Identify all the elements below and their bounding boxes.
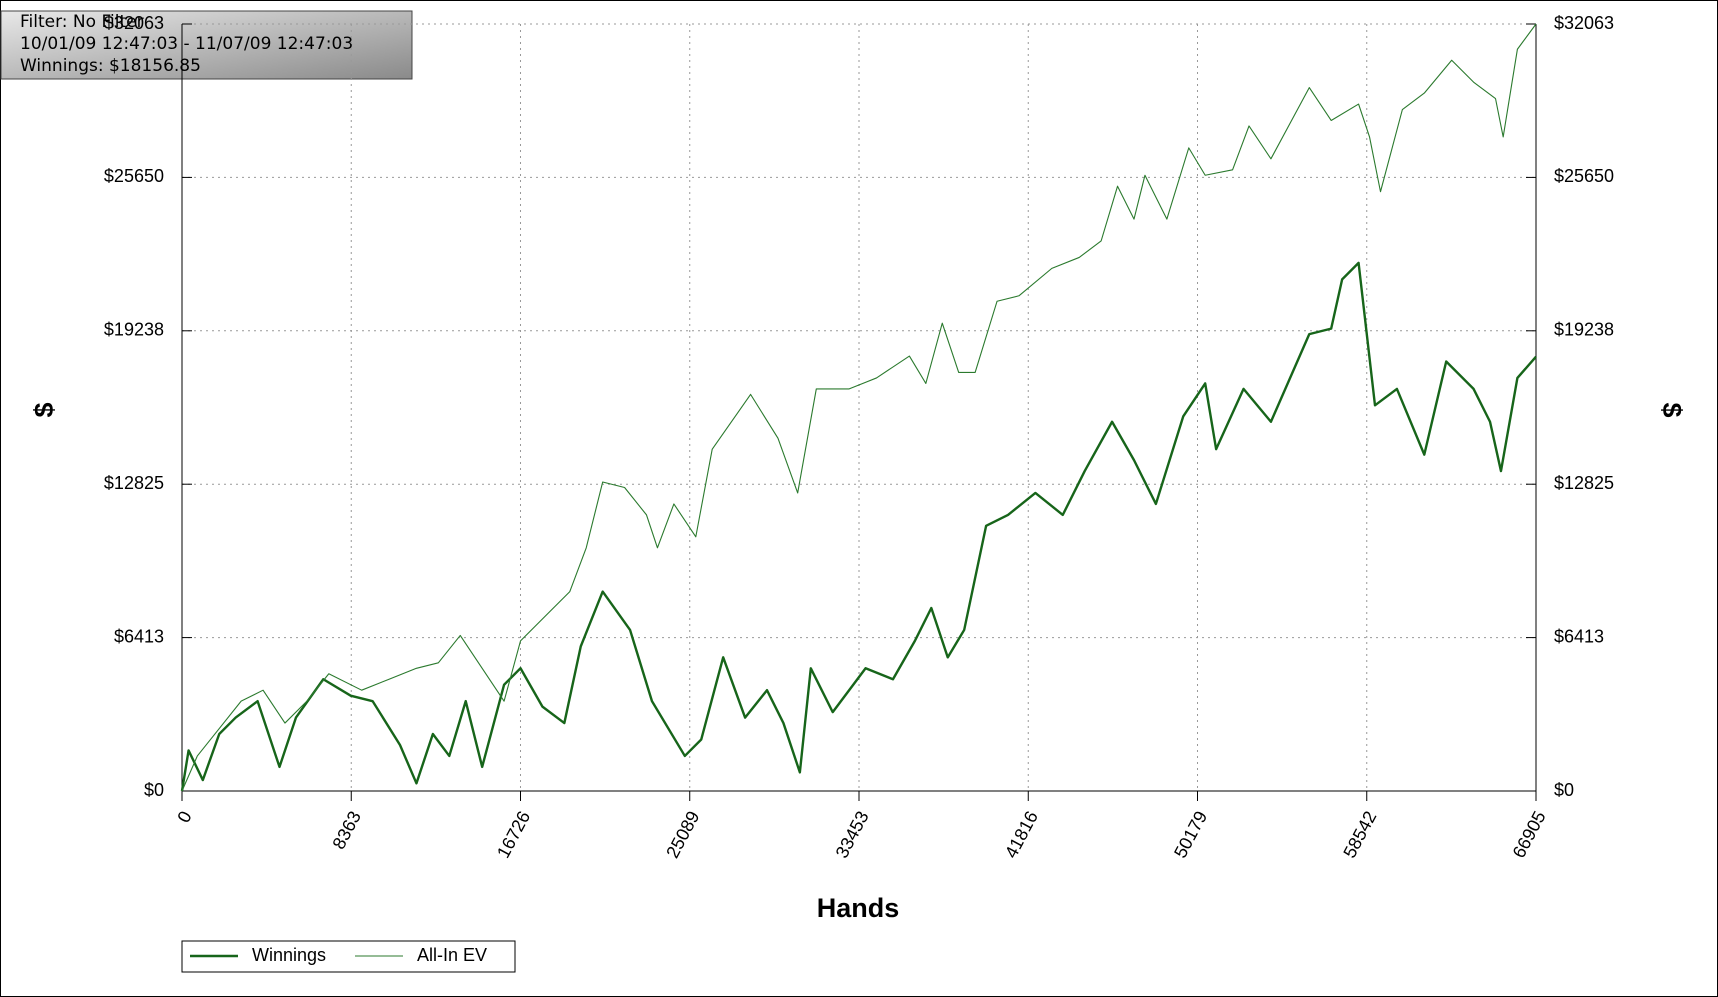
legend-label: Winnings <box>252 945 326 965</box>
y-tick-label: $6413 <box>114 626 164 646</box>
y-tick-label: $19238 <box>104 320 164 340</box>
x-axis-label: Hands <box>817 893 900 923</box>
series-line <box>181 23 1537 792</box>
info-dates: 10/01/09 12:47:03 - 11/07/09 12:47:03 <box>20 34 353 54</box>
y2-tick-label: $32063 <box>1554 13 1614 33</box>
info-box <box>0 10 413 80</box>
legend-label: All-In EV <box>417 945 487 965</box>
y2-tick-label: $6413 <box>1554 626 1604 646</box>
y2-axis-label: $ <box>1657 402 1687 417</box>
y2-tick-label: $19238 <box>1554 320 1614 340</box>
y-tick-label: $12825 <box>104 473 164 493</box>
y-tick-label: $0 <box>144 780 164 800</box>
y2-tick-label: $0 <box>1554 780 1574 800</box>
series-line <box>180 261 1537 792</box>
y2-tick-label: $12825 <box>1554 473 1614 493</box>
legend <box>181 940 516 973</box>
y-tick-label: $25650 <box>104 166 164 186</box>
info-winnings: Winnings: $18156.85 <box>20 56 201 76</box>
y-axis-label: $ <box>29 402 59 417</box>
y-tick-label: $32063 <box>104 13 164 33</box>
info-filter: Filter: No Filter <box>20 12 144 32</box>
y2-tick-label: $25650 <box>1554 166 1614 186</box>
